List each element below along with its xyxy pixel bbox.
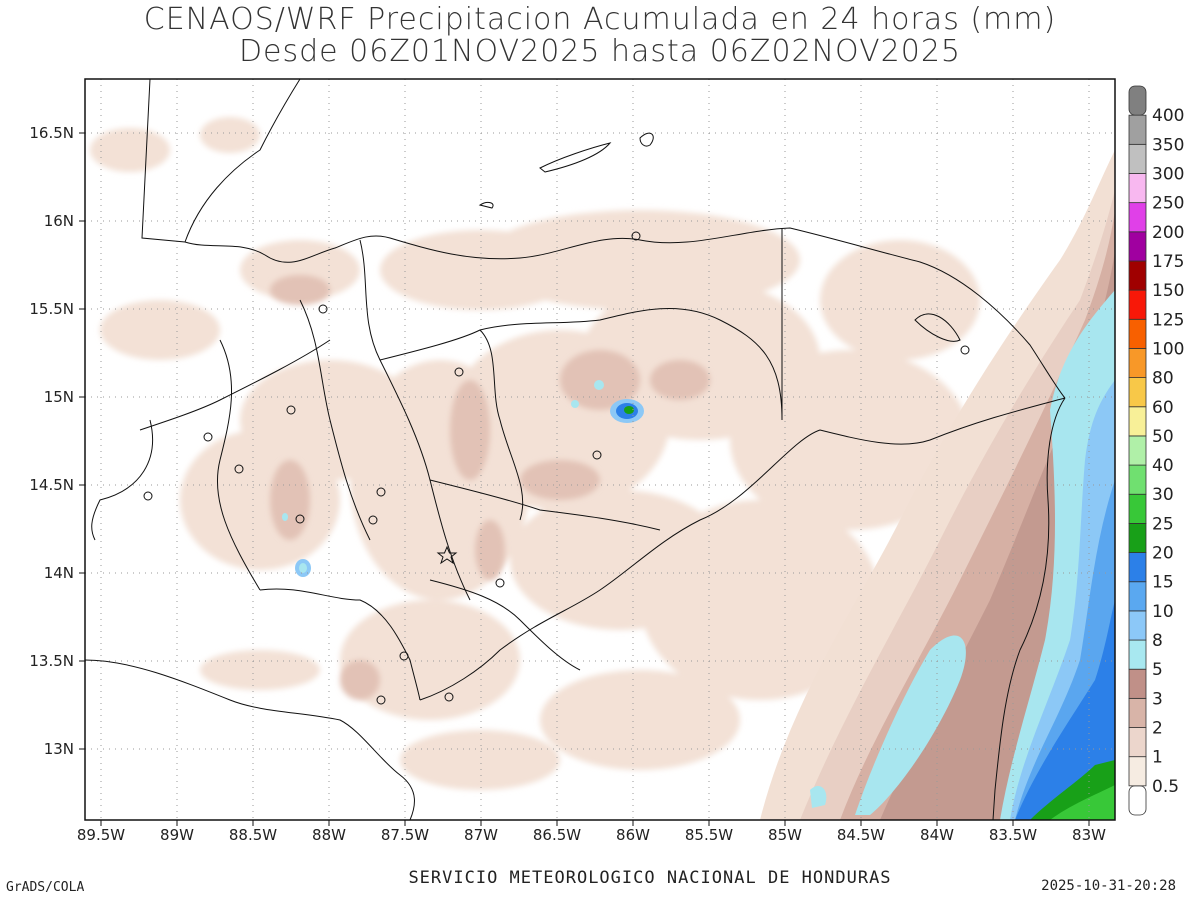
x-tick-label: 89.5W (77, 826, 125, 844)
colorbar-swatch (1128, 610, 1147, 641)
colorbar: 0.5 1 2 3 5 8 10 15 20 25 30 40 50 60 80 100 125 150 175 20… (1128, 85, 1184, 816)
footer-timestamp: 2025-10-31-20:28 (1041, 878, 1176, 894)
colorbar-swatch (1128, 377, 1147, 408)
y-tick-label: 15N (44, 388, 74, 406)
city-markers (143, 231, 970, 705)
x-axis-labels: 89.5W 89W 88.5W 88W 87.5W 87W 86.5W 86W … (77, 826, 1106, 844)
colorbar-swatch (1128, 639, 1147, 670)
y-tick-label: 16N (44, 212, 74, 230)
x-tick-label: 88.5W (229, 826, 277, 844)
colorbar-label: 200 (1152, 223, 1184, 243)
colorbar-label: 30 (1152, 485, 1174, 505)
colorbar-swatch (1128, 581, 1147, 612)
x-tick-label: 89W (160, 826, 194, 844)
colorbar-label: 400 (1152, 106, 1184, 126)
graticule (85, 79, 1115, 820)
y-tick-label: 16.5N (29, 124, 74, 142)
footer-agency: SERVICIO METEOROLOGICO NACIONAL DE HONDU… (408, 868, 892, 888)
y-tick-label: 13.5N (29, 652, 74, 670)
x-tick-label: 86W (616, 826, 650, 844)
footer-software: GrADS/COLA (6, 880, 85, 895)
x-tick-label: 84.5W (837, 826, 885, 844)
y-tick-label: 15.5N (29, 300, 74, 318)
colorbar-label: 60 (1152, 398, 1174, 418)
colorbar-label: 2 (1152, 719, 1163, 739)
colorbar-swatch (1128, 727, 1147, 758)
colorbar-swatch (1128, 173, 1147, 204)
colorbar-label: 10 (1152, 602, 1174, 622)
colorbar-swatch (1128, 435, 1147, 466)
x-tick-label: 86.5W (533, 826, 581, 844)
x-tick-label: 87W (464, 826, 498, 844)
borders (84, 78, 1066, 821)
colorbar-swatch (1128, 231, 1147, 262)
colorbar-swatch (1128, 493, 1147, 524)
colorbar-label: 3 (1152, 689, 1163, 709)
colorbar-label: 8 (1152, 631, 1163, 651)
colorbar-swatch (1128, 523, 1147, 553)
x-tick-label: 84W (920, 826, 954, 844)
colorbar-swatch (1128, 464, 1147, 495)
map-frame (84, 78, 1116, 821)
x-tick-label: 85W (768, 826, 802, 844)
y-tick-label: 14.5N (29, 476, 74, 494)
y-tick-label: 14N (44, 564, 74, 582)
y-axis-labels: 13N 13.5N 14N 14.5N 15N 15.5N 16N 16.5N (29, 124, 74, 758)
colorbar-label: 15 (1152, 573, 1174, 593)
colorbar-label: 350 (1152, 135, 1184, 155)
colorbar-swatch (1128, 348, 1147, 379)
colorbar-label: 125 (1152, 310, 1184, 330)
colorbar-swatch (1128, 406, 1147, 437)
colorbar-label: 20 (1152, 544, 1174, 564)
colorbar-label: 40 (1152, 456, 1174, 476)
colorbar-swatch (1128, 143, 1147, 174)
colorbar-label: 80 (1152, 369, 1174, 389)
colorbar-label: 175 (1152, 252, 1184, 272)
colorbar-swatch (1128, 697, 1147, 728)
colorbar-label: 5 (1152, 660, 1163, 680)
x-tick-label: 83W (1072, 826, 1106, 844)
colorbar-swatch (1128, 318, 1147, 349)
x-tick-label: 87.5W (381, 826, 429, 844)
colorbar-label: 50 (1152, 427, 1174, 447)
colorbar-swatch (1128, 85, 1147, 116)
precip-fields (90, 117, 1115, 820)
colorbar-label: 25 (1152, 514, 1174, 534)
colorbar-swatch (1128, 785, 1147, 816)
colorbar-label: 300 (1152, 164, 1184, 184)
chart-title: CENAOS/WRF Precipitacion Acumulada en 24… (143, 2, 1057, 37)
colorbar-swatch (1128, 756, 1147, 787)
colorbar-swatch (1128, 114, 1147, 145)
x-tick-label: 88W (312, 826, 346, 844)
x-tick-label: 85.5W (685, 826, 733, 844)
colorbar-swatch (1128, 552, 1147, 583)
colorbar-swatch (1128, 668, 1147, 699)
chart-subtitle: Desde 06Z01NOV2025 hasta 06Z02NOV2025 (238, 34, 962, 69)
colorbar-swatch (1128, 260, 1147, 291)
colorbar-label: 0.5 (1152, 777, 1179, 797)
colorbar-label: 150 (1152, 281, 1184, 301)
x-tick-label: 83.5W (989, 826, 1037, 844)
y-tick-label: 13N (44, 740, 74, 758)
colorbar-label: 1 (1152, 748, 1163, 768)
colorbar-label: 100 (1152, 339, 1184, 359)
colorbar-swatch (1128, 202, 1147, 233)
colorbar-label: 250 (1152, 194, 1184, 214)
colorbar-swatch (1128, 289, 1147, 320)
